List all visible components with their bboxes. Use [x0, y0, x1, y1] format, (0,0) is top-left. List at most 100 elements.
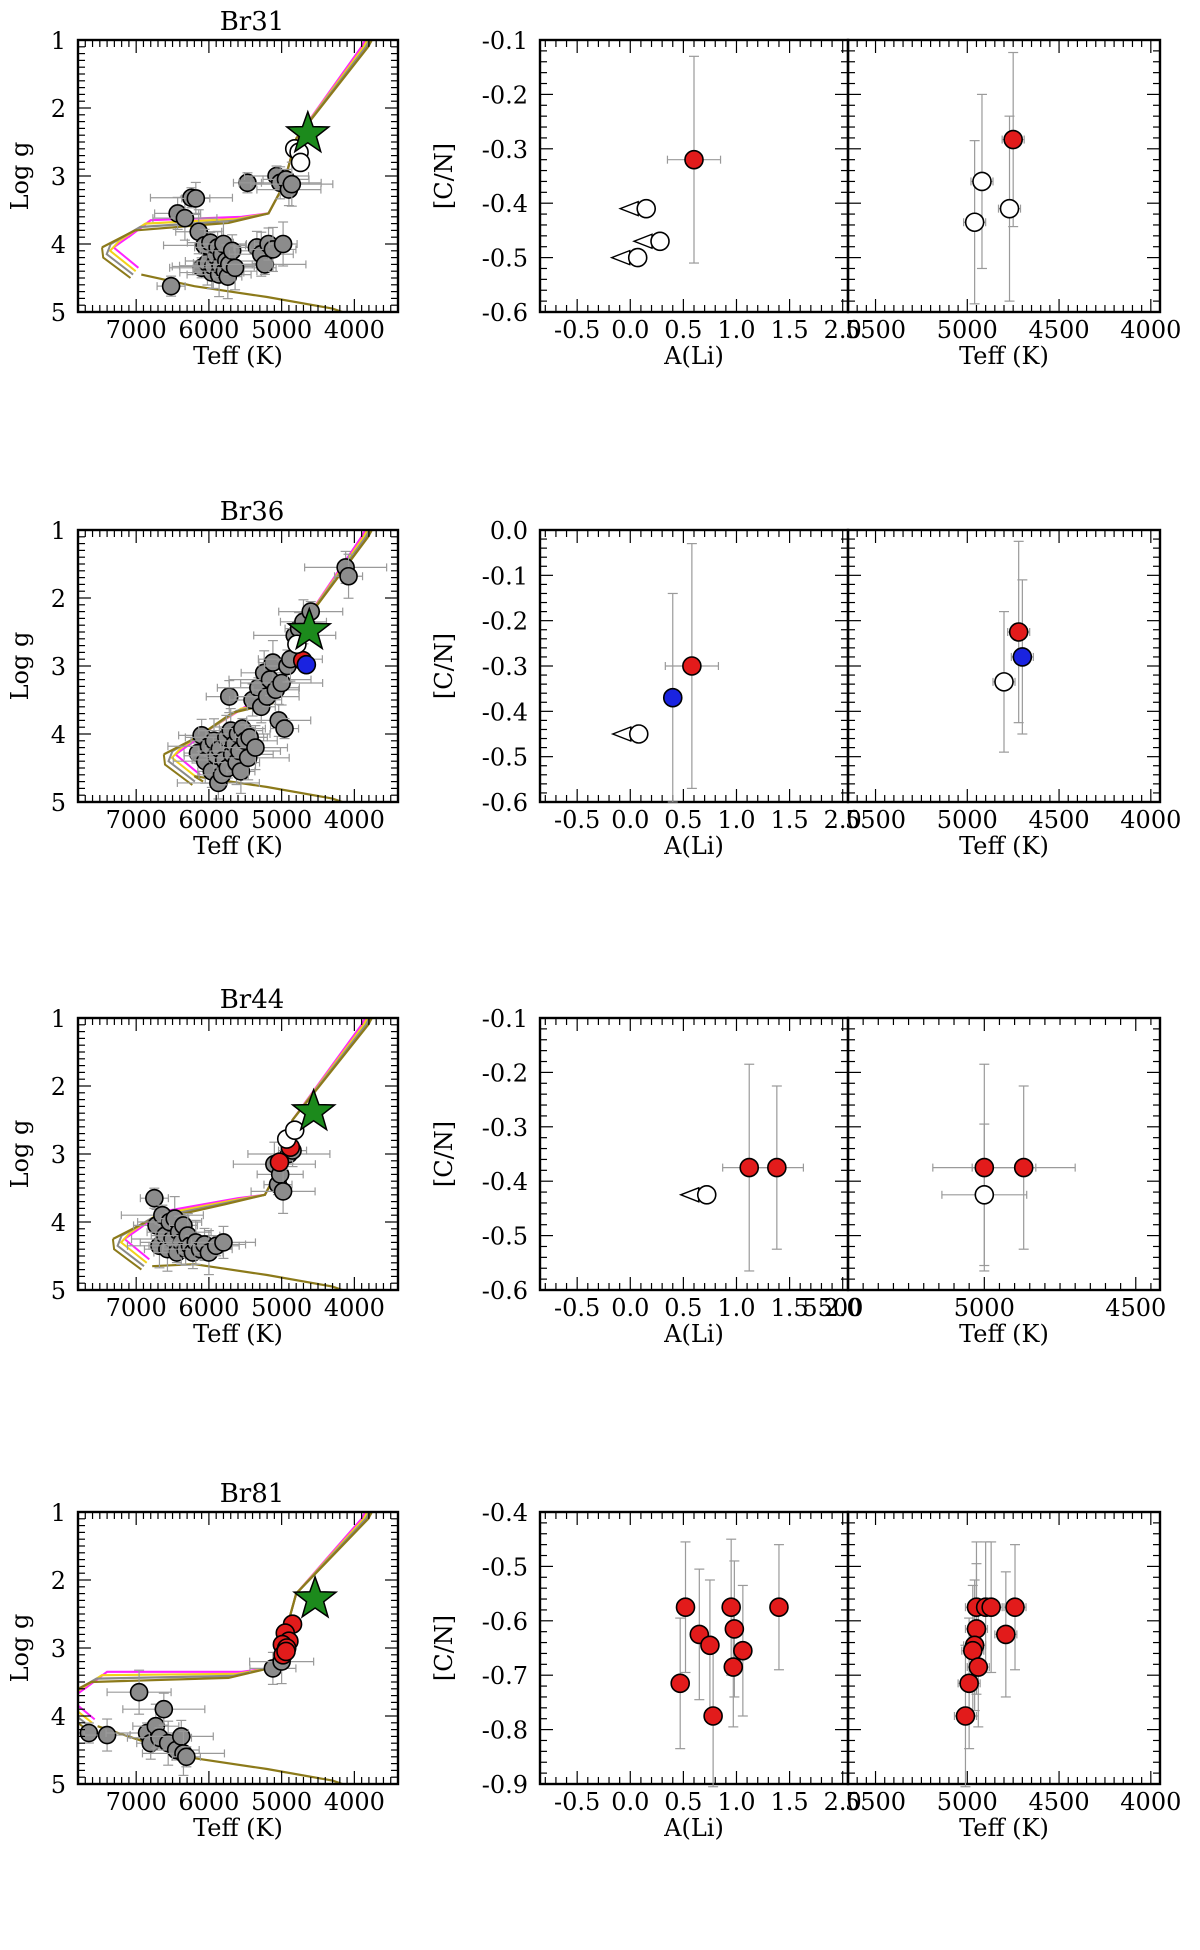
- teff-point-red: [1013, 1157, 1034, 1178]
- isochrone-olive: [78, 1512, 374, 1691]
- isochrone-magenta: [138, 1018, 367, 1230]
- li-ytick-label: 0.0: [490, 517, 528, 545]
- dwarf-point: [79, 1723, 99, 1743]
- li-xtick-label: 0.5: [664, 1788, 702, 1816]
- teff-xtick-label: 4500: [1029, 316, 1090, 344]
- cn-vs-ali-br36: -0.5 0.0 0.5 1.0 1.5 2.0 -0.6 -0.5 -0.4 -0.3 -0.2 -…: [430, 517, 862, 860]
- li-xtick-label: 0.0: [611, 316, 649, 344]
- red-clump-star: [290, 1087, 337, 1132]
- li-ytick-label: -0.6: [482, 1277, 528, 1305]
- hrd-xtick-label: 4000: [324, 1294, 385, 1322]
- teff-point-blue: [1012, 647, 1033, 667]
- li-point-red: [721, 1597, 741, 1617]
- li-xlabel: A(Li): [663, 832, 724, 860]
- li-xtick-label: 1.5: [771, 1294, 809, 1322]
- isochrone-hook: [78, 1716, 91, 1727]
- teff-xlabel: Teff (K): [959, 1814, 1049, 1842]
- li-xtick-label: -0.5: [554, 806, 600, 834]
- hrd-ytick-label: 4: [51, 1209, 66, 1237]
- teff-xtick-label: 5500: [845, 806, 906, 834]
- hrd-xlabel: Teff (K): [193, 342, 283, 370]
- panel-title-br44: Br44: [220, 985, 285, 1015]
- hr-diagram-br36: 7000 6000 5000 4000 1 2 3 4 5 Teff (K) Log g: [6, 517, 400, 860]
- hrd-ytick-label: 2: [51, 1567, 66, 1595]
- li-ytick-label: -0.2: [482, 81, 528, 109]
- hr-diagram-br44: 7000 6000 5000 4000 1 2 3 4 5 Teff (K) Log g: [6, 1005, 400, 1348]
- li-ytick-label: -0.6: [482, 1608, 528, 1636]
- teff-xtick-label: 5000: [937, 806, 998, 834]
- li-ytick-label: -0.5: [482, 245, 528, 273]
- li-ytick-label: -0.7: [482, 1662, 528, 1690]
- hrd-ylabel: Log g: [6, 1120, 34, 1189]
- hrd-xlabel: Teff (K): [193, 832, 283, 860]
- hrd-xlabel: Teff (K): [193, 1814, 283, 1842]
- li-point-red: [723, 1657, 744, 1677]
- teff-point-open: [972, 171, 992, 192]
- dwarf-point: [129, 1682, 149, 1702]
- hrd-ytick-label: 5: [51, 1277, 66, 1305]
- hrd-frame: [76, 1016, 400, 1292]
- dwarf-point: [154, 1699, 174, 1719]
- cn-vs-ali-br44: -0.5 0.0 0.5 1.0 1.5 2.0 -0.6 -0.5 -0.4 -0.3 -0.2 -…: [430, 1005, 862, 1348]
- isochrone-hook: [167, 750, 196, 783]
- teff-frame: [846, 1510, 1162, 1786]
- teff-frame: [846, 1016, 1162, 1292]
- teff-point-red: [1003, 129, 1023, 150]
- hrd-plot-area: [111, 1018, 374, 1290]
- cn-vs-ali-br31: -0.5 0.0 0.5 1.0 1.5 2.0 -0.6 -0.5 -0.4 -0.3 -0.2 -…: [430, 27, 862, 370]
- hrd-ylabel: Log g: [6, 632, 34, 701]
- li-ytick-label: -0.3: [482, 1114, 528, 1142]
- li-xtick-label: 2.0: [824, 1294, 862, 1322]
- giant-point-open: [284, 1120, 305, 1140]
- li-point-red: [675, 1597, 696, 1617]
- dwarf-point: [273, 1182, 293, 1201]
- li-xtick-label: 0.0: [611, 806, 649, 834]
- panel-title-br36: Br36: [220, 497, 285, 527]
- teff-point-red: [955, 1706, 976, 1726]
- hrd-xtick-label: 5000: [251, 1788, 312, 1816]
- li-ytick-label: -0.5: [482, 1223, 528, 1251]
- li-ytick-label: -0.5: [482, 1553, 528, 1581]
- li-xtick-label: 2.0: [824, 316, 862, 344]
- red-clump-star: [286, 606, 333, 651]
- li-xtick-label: 1.0: [717, 1294, 755, 1322]
- dwarf-point: [282, 174, 302, 194]
- dwarf-point: [186, 189, 206, 208]
- teff-xtick-label: 4000: [1120, 316, 1181, 344]
- upper-limit-arrow: [632, 233, 653, 250]
- teff-frame: [846, 38, 1162, 314]
- upper-limit-arrow: [618, 200, 639, 217]
- li-xtick-label: 2.0: [824, 806, 862, 834]
- teff-xtick-label: 5500: [845, 1788, 906, 1816]
- giant-point-blue: [296, 654, 317, 675]
- li-point-red: [769, 1597, 789, 1617]
- cn-vs-teff-br36: 5500 5000 4500 4000 Teff (K): [845, 528, 1181, 860]
- li-point-red: [767, 1157, 787, 1178]
- hrd-ytick-label: 3: [51, 653, 66, 681]
- li-xtick-label: 0.0: [611, 1788, 649, 1816]
- teff-xtick-label: 5500: [845, 316, 906, 344]
- dwarf-point: [339, 566, 358, 586]
- li-ylabel: [C/N]: [430, 1615, 458, 1681]
- teff-xtick-label: 4500: [1029, 1788, 1090, 1816]
- teff-point-red: [996, 1624, 1016, 1645]
- isochrone-hook: [108, 239, 137, 272]
- hrd-xtick-label: 5000: [251, 1294, 312, 1322]
- hrd-ytick-label: 5: [51, 1771, 66, 1799]
- teff-xlabel: Teff (K): [959, 342, 1049, 370]
- li-point-red: [700, 1635, 720, 1656]
- teff-xtick-label: 4000: [1120, 806, 1181, 834]
- hrd-ytick-label: 1: [51, 517, 66, 545]
- li-point-red: [682, 656, 702, 676]
- dwarf-point: [272, 673, 291, 693]
- li-ytick-label: -0.6: [482, 299, 528, 327]
- li-point-red: [703, 1706, 723, 1726]
- isochrone-gray: [110, 40, 371, 245]
- li-xtick-label: 2.0: [824, 1788, 862, 1816]
- teff-xlabel: Teff (K): [959, 832, 1049, 860]
- hrd-plot-area: [101, 40, 374, 312]
- li-point-red: [739, 1157, 760, 1178]
- li-point-red: [684, 149, 704, 170]
- teff-point-red: [966, 1619, 987, 1639]
